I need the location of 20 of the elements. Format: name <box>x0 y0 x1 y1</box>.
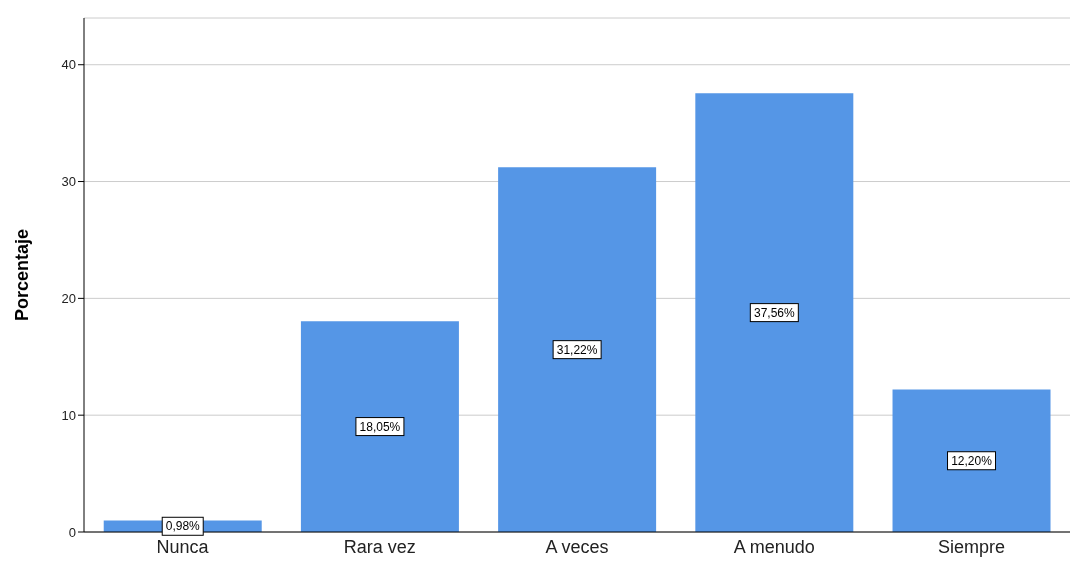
y-tick-label: 20 <box>61 290 76 306</box>
bar <box>892 389 1051 532</box>
x-tick-label: Rara vez <box>343 536 416 557</box>
data-label: 12,20% <box>951 453 993 468</box>
bar <box>695 93 854 532</box>
y-axis-title: Porcentaje <box>12 228 33 322</box>
x-tick-label: A menudo <box>733 536 815 557</box>
bar <box>498 167 657 532</box>
y-tick-label: 30 <box>61 174 76 190</box>
data-label: 18,05% <box>359 419 401 434</box>
data-label: 37,56% <box>753 305 795 320</box>
y-tick-label: 10 <box>61 407 76 423</box>
data-label: 31,22% <box>556 342 598 357</box>
bar <box>300 321 459 532</box>
x-tick-label: Siempre <box>937 536 1005 557</box>
y-tick-label: 40 <box>61 57 76 73</box>
y-tick-label: 0 <box>68 524 76 540</box>
data-label: 0,98% <box>165 519 201 534</box>
x-tick-label: Nunca <box>156 536 210 557</box>
x-tick-label: A veces <box>545 536 609 557</box>
